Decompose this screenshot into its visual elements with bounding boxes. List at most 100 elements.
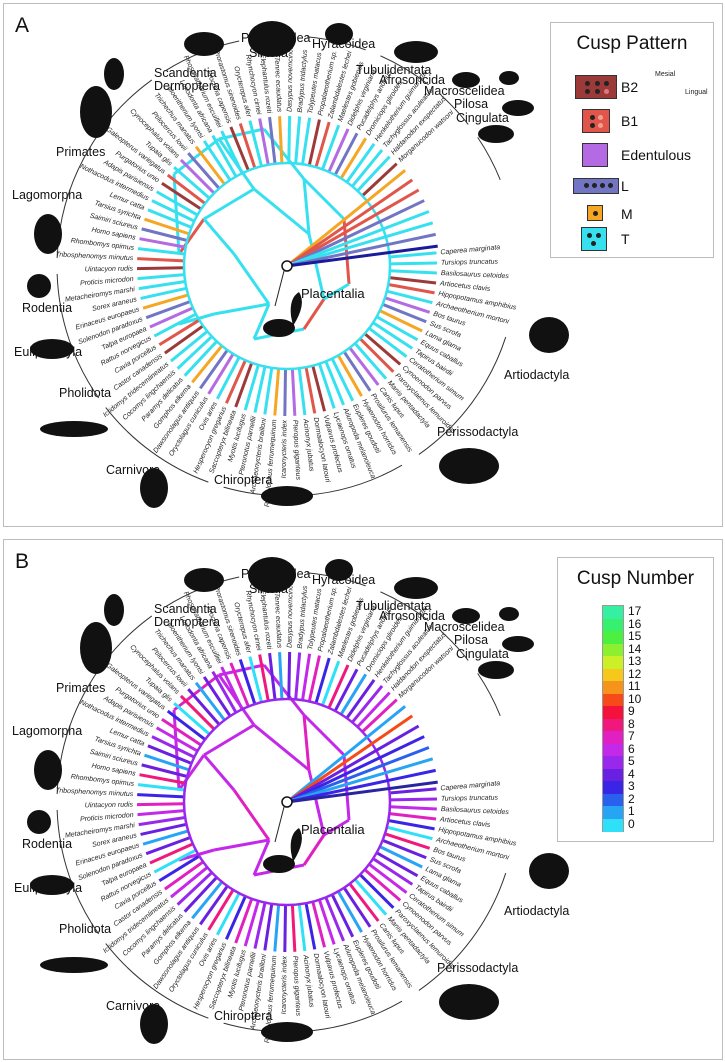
mole-icon	[452, 608, 480, 624]
tip-branch	[140, 822, 187, 836]
legend-title: Cusp Pattern	[576, 33, 688, 54]
tip-branch	[144, 217, 190, 236]
colorbar-tick-label: 6	[628, 741, 635, 756]
tip-branch	[273, 368, 281, 416]
armadillo-icon	[478, 125, 514, 143]
tip-branch	[151, 735, 195, 759]
clade-label-dermoptera: Dermoptera	[154, 615, 220, 629]
tip-branch	[234, 362, 254, 408]
tip-branch	[311, 901, 327, 948]
tip-branch	[225, 359, 247, 404]
colorbar-tick-label: 4	[628, 766, 635, 781]
tip-branch	[137, 783, 185, 792]
clade-label-rodentia: Rodentia	[22, 837, 72, 851]
tip-branch	[144, 753, 190, 772]
colorbar-tick-label: 5	[628, 754, 635, 769]
tip-branch	[141, 227, 188, 242]
colorbar-step	[603, 693, 623, 707]
tip-branch	[330, 893, 355, 938]
tree-branch	[323, 818, 350, 837]
tip-branch	[164, 860, 205, 891]
tip-branch	[207, 889, 235, 931]
rabbit-icon	[34, 214, 62, 254]
legend-item-l: L	[551, 175, 713, 199]
tip-branch	[375, 851, 419, 878]
hedgehog-icon	[30, 339, 74, 359]
tip-branch	[317, 899, 336, 945]
squirrel-icon	[104, 594, 124, 626]
rhino-icon	[439, 448, 499, 484]
clade-label-cingulata: Cingulata	[456, 111, 509, 125]
tip-branch	[149, 306, 194, 329]
tip-branch	[384, 296, 431, 314]
elephant-shrew-icon	[499, 71, 519, 85]
tip-branch	[386, 825, 433, 841]
legend-item-b2: B2 Mesial Lingual	[551, 71, 713, 99]
tip-branch	[153, 848, 197, 874]
tip-branch	[382, 838, 427, 860]
legend-item-b1: B1	[551, 109, 713, 133]
taxon-label: Uintacyon rudis	[85, 266, 134, 274]
colorbar-step	[603, 718, 623, 732]
colorbar-step	[603, 793, 623, 807]
tip-branch	[304, 902, 317, 950]
tip-branch	[140, 286, 187, 300]
tip-branch	[145, 300, 191, 320]
taxon-label: Tenrec ecaudatus	[273, 593, 283, 649]
tree-branch	[178, 312, 215, 326]
monkey-icon	[80, 86, 112, 138]
tip-branch	[158, 854, 201, 883]
cat-icon	[140, 1004, 168, 1044]
tip-branch	[243, 364, 260, 411]
taxon-label: Pteropus giganteus	[291, 420, 301, 481]
clade-label-chiroptera: Chiroptera	[214, 473, 272, 487]
tip-branch	[321, 124, 341, 170]
tip-branch	[368, 327, 408, 358]
tip-branch	[253, 902, 267, 949]
taxon-label: Acinonyx jubatus	[301, 954, 314, 1009]
taxon-label: Tursiops truncatus	[441, 795, 499, 803]
tip-branch	[216, 892, 241, 936]
ring-branch	[182, 161, 392, 371]
ring-branch	[182, 697, 392, 907]
tree-branch	[302, 713, 346, 757]
colorbar-step	[603, 768, 623, 782]
stem-branch	[286, 178, 414, 268]
skunk-icon	[263, 855, 295, 873]
anteater-icon	[502, 100, 534, 116]
colorbar-tick-label: 8	[628, 716, 635, 731]
tip-branch	[384, 832, 431, 850]
tip-branch	[278, 116, 284, 164]
armadillo-icon	[478, 661, 514, 679]
rhino-icon	[439, 984, 499, 1020]
tip-branch	[361, 162, 398, 197]
tip-branch	[145, 836, 191, 856]
clade-label-primates: Primates	[56, 681, 105, 695]
tree-branch	[213, 838, 270, 852]
tree-branch	[173, 137, 220, 176]
clade-bracket	[56, 274, 100, 399]
tip-branch	[170, 330, 209, 363]
tip-branch	[183, 340, 218, 377]
tip-branch	[389, 787, 437, 795]
tip-branch	[278, 652, 284, 700]
tree-branch	[232, 789, 271, 841]
rat-icon	[27, 810, 51, 834]
taxon-label: Caperea marginata	[440, 244, 500, 256]
tip-branch	[351, 149, 384, 188]
colorbar-tick-label: 10	[628, 691, 642, 706]
elephant-icon	[248, 21, 296, 57]
clade-label-rodentia: Rodentia	[22, 301, 72, 315]
mesial-label: Mesial	[655, 71, 676, 78]
tree-branch	[202, 218, 236, 255]
tree-branch	[178, 848, 215, 862]
tree-branch	[302, 714, 311, 771]
clade-bracket	[418, 872, 507, 991]
tree-branch	[253, 187, 310, 236]
tip-branch	[389, 812, 437, 821]
stem-branch	[286, 210, 430, 268]
tip-branch	[351, 685, 384, 724]
tree-branch	[302, 834, 326, 866]
tip-branch	[234, 898, 254, 944]
tip-branch	[253, 366, 267, 413]
